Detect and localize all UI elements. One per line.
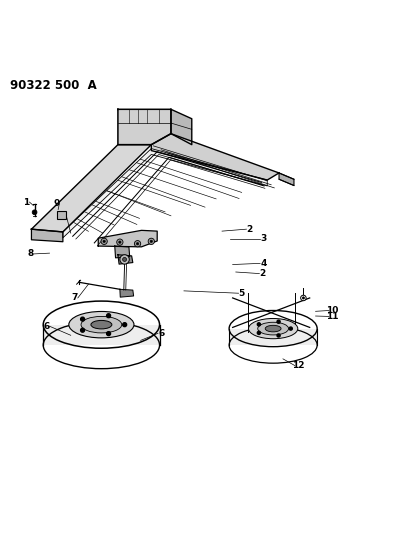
Circle shape [257, 323, 261, 326]
Polygon shape [120, 289, 134, 297]
Circle shape [32, 210, 37, 215]
Polygon shape [229, 328, 317, 345]
Text: 2: 2 [246, 225, 253, 233]
Ellipse shape [69, 311, 134, 338]
Circle shape [81, 317, 84, 321]
Ellipse shape [81, 317, 122, 333]
Polygon shape [115, 246, 130, 258]
Text: 6: 6 [43, 322, 50, 331]
Polygon shape [279, 173, 294, 185]
Circle shape [107, 332, 110, 336]
Circle shape [120, 255, 129, 264]
Text: 7: 7 [72, 294, 78, 302]
Text: 11: 11 [326, 312, 338, 321]
Text: 12: 12 [292, 361, 304, 370]
Ellipse shape [248, 319, 298, 338]
Text: 90322 500  A: 90322 500 A [10, 79, 97, 92]
Circle shape [81, 328, 84, 332]
Circle shape [117, 239, 123, 245]
Circle shape [136, 243, 139, 245]
Text: 10: 10 [326, 306, 338, 315]
Polygon shape [118, 109, 171, 144]
FancyBboxPatch shape [57, 211, 66, 219]
Polygon shape [118, 255, 133, 264]
Polygon shape [98, 230, 157, 247]
Circle shape [257, 332, 261, 334]
Ellipse shape [258, 322, 288, 335]
Circle shape [148, 238, 154, 245]
Circle shape [119, 241, 121, 243]
Text: 3: 3 [260, 235, 266, 244]
Circle shape [150, 240, 152, 243]
Polygon shape [31, 229, 63, 242]
Polygon shape [151, 134, 279, 180]
Polygon shape [63, 149, 267, 238]
Circle shape [289, 327, 292, 330]
Circle shape [103, 240, 105, 243]
Circle shape [107, 314, 110, 318]
Circle shape [277, 334, 280, 337]
Text: 8: 8 [28, 249, 34, 259]
Polygon shape [31, 144, 151, 232]
Circle shape [134, 240, 141, 247]
Text: 5: 5 [239, 289, 245, 298]
Text: 6: 6 [158, 329, 164, 338]
Ellipse shape [91, 320, 112, 329]
Circle shape [301, 295, 306, 301]
Text: 4: 4 [260, 259, 266, 268]
Ellipse shape [265, 325, 281, 332]
Circle shape [277, 320, 280, 324]
Polygon shape [43, 325, 160, 345]
Circle shape [302, 297, 305, 299]
Text: 2: 2 [259, 269, 266, 278]
Text: 1: 1 [23, 198, 29, 207]
Circle shape [101, 238, 107, 245]
Circle shape [123, 322, 127, 327]
Circle shape [123, 257, 127, 261]
Text: 9: 9 [53, 199, 59, 208]
Polygon shape [171, 109, 192, 144]
